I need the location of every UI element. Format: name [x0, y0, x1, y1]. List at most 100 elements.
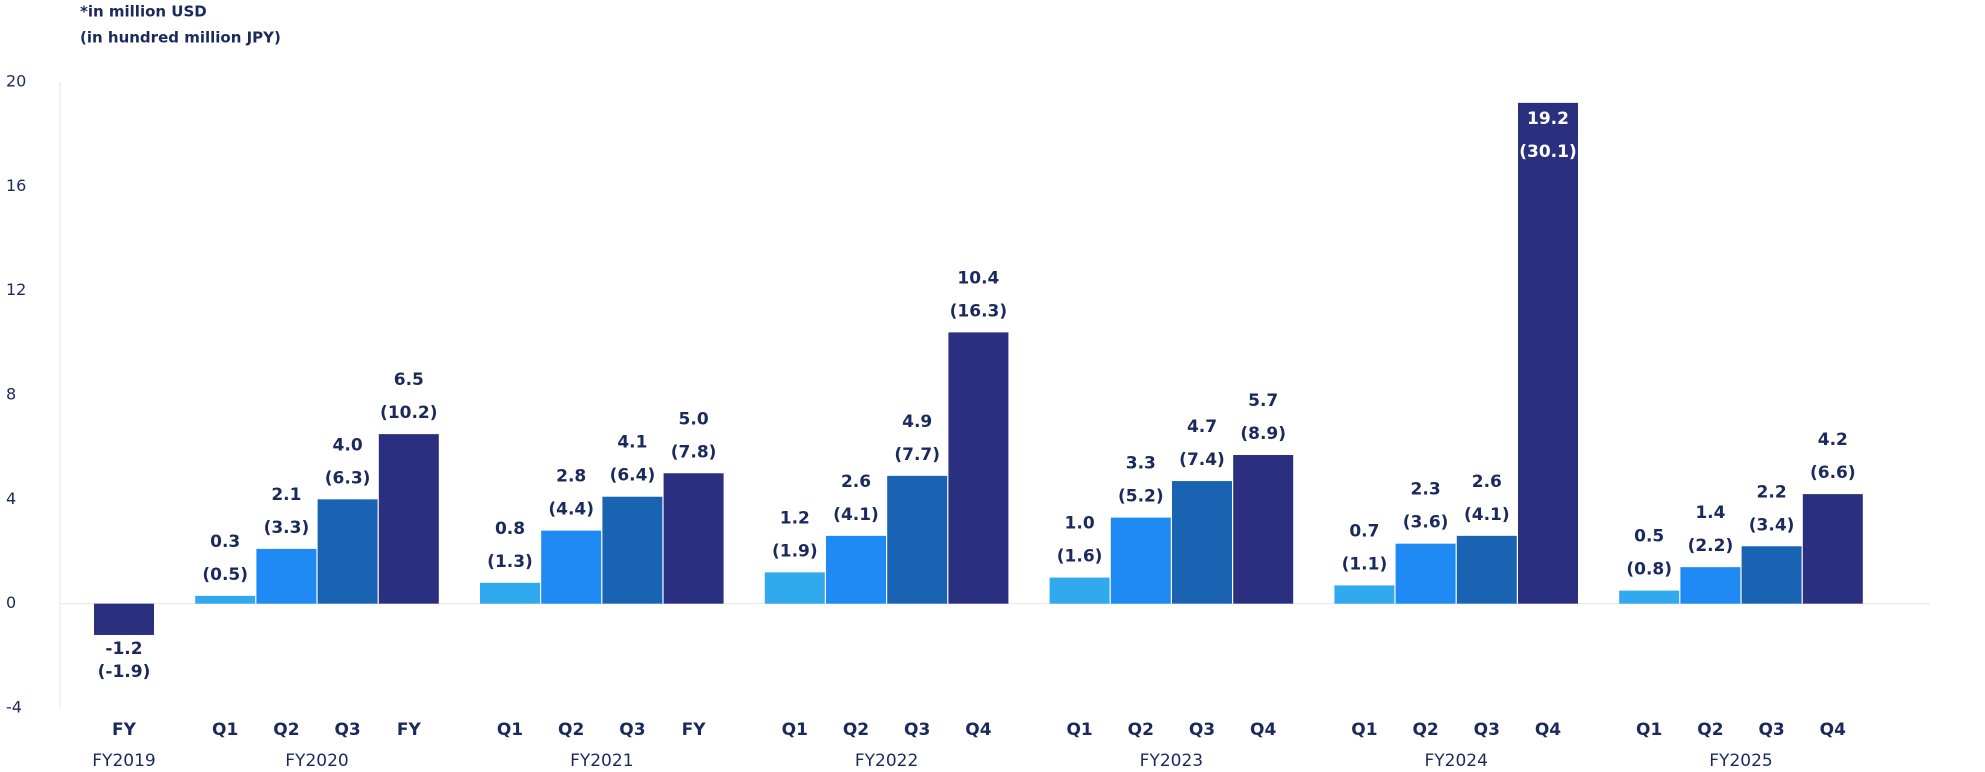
- group-label: FY2025: [1709, 751, 1772, 771]
- y-tick-label: 12: [6, 280, 26, 299]
- bar: [1172, 481, 1232, 604]
- value-label: 0.5: [1634, 527, 1664, 547]
- y-tick-label: 20: [6, 72, 26, 91]
- jpy-label: (1.6): [1057, 547, 1103, 567]
- jpy-label: (1.1): [1342, 554, 1388, 574]
- x-tick-label: Q2: [1128, 720, 1154, 740]
- y-tick-label: 0: [6, 593, 16, 612]
- jpy-label: (6.3): [325, 468, 371, 488]
- bar: [1395, 543, 1456, 604]
- value-label: 4.2: [1818, 430, 1848, 450]
- x-tick-label: FY: [397, 720, 422, 740]
- bar: [1334, 585, 1395, 604]
- value-label: 2.6: [1472, 472, 1502, 492]
- group-label: FY2019: [92, 751, 155, 771]
- jpy-label: (7.4): [1179, 450, 1225, 470]
- x-tick-label: Q4: [965, 720, 991, 740]
- value-label: 4.9: [902, 412, 932, 432]
- x-tick-label: Q2: [1697, 720, 1723, 740]
- value-label: 4.0: [333, 435, 363, 455]
- value-label: 1.2: [780, 508, 810, 528]
- bar: [602, 496, 663, 604]
- jpy-label: (-1.9): [98, 662, 151, 682]
- x-tick-label: Q2: [843, 720, 869, 740]
- value-label: 2.3: [1411, 480, 1441, 500]
- bar: [1233, 454, 1294, 604]
- x-tick-label: FY: [682, 720, 707, 740]
- value-label: 10.4: [957, 268, 999, 288]
- jpy-label: (4.1): [1464, 505, 1510, 525]
- x-tick-label: Q3: [1758, 720, 1784, 740]
- x-tick-label: Q3: [334, 720, 360, 740]
- group-label: FY2020: [285, 751, 348, 771]
- group-label: FY2024: [1424, 751, 1487, 771]
- value-label: 3.3: [1126, 454, 1156, 474]
- value-label: 4.7: [1187, 417, 1217, 437]
- unit-note: (in hundred million JPY): [80, 29, 281, 47]
- unit-note: *in million USD: [80, 3, 207, 21]
- bar: [195, 595, 256, 604]
- value-label: 2.6: [841, 472, 871, 492]
- x-tick-label: Q1: [1066, 720, 1092, 740]
- group-label: FY2022: [855, 751, 918, 771]
- x-tick-label: Q3: [619, 720, 645, 740]
- bar: [1741, 546, 1802, 604]
- x-tick-label: Q2: [1412, 720, 1438, 740]
- x-tick-label: Q1: [1636, 720, 1662, 740]
- bar: [663, 473, 724, 604]
- x-tick-label: Q2: [558, 720, 584, 740]
- jpy-label: (8.9): [1240, 424, 1286, 444]
- value-label: 2.2: [1757, 482, 1787, 502]
- x-tick-label: Q4: [1820, 720, 1846, 740]
- value-label: 6.5: [394, 370, 424, 390]
- x-tick-label: Q3: [1189, 720, 1215, 740]
- jpy-label: (4.1): [833, 505, 879, 525]
- x-tick-label: Q1: [212, 720, 238, 740]
- value-label: 4.1: [617, 433, 647, 453]
- value-label: 1.0: [1065, 514, 1095, 534]
- bar: [887, 475, 948, 604]
- value-label: 2.8: [556, 467, 586, 487]
- jpy-label: (16.3): [950, 301, 1007, 321]
- bar: [1802, 494, 1863, 604]
- jpy-label: (2.2): [1688, 536, 1734, 556]
- jpy-label: (7.8): [671, 442, 717, 462]
- bar: [1518, 102, 1578, 604]
- y-tick-label: 16: [6, 176, 26, 195]
- bar: [94, 603, 154, 635]
- x-tick-label: Q2: [273, 720, 299, 740]
- jpy-label: (3.6): [1403, 513, 1449, 533]
- value-label: 1.4: [1695, 503, 1725, 523]
- bar: [256, 548, 317, 604]
- x-tick-label: Q3: [1474, 720, 1500, 740]
- jpy-label: (6.6): [1810, 463, 1856, 483]
- bar: [1619, 590, 1680, 604]
- x-tick-label: Q1: [1351, 720, 1377, 740]
- bar: [1680, 567, 1741, 604]
- group-label: FY2021: [570, 751, 633, 771]
- value-label: 2.1: [271, 485, 301, 505]
- y-tick-label: -4: [6, 698, 22, 717]
- y-tick-label: 8: [6, 385, 16, 404]
- jpy-label: (3.4): [1749, 515, 1795, 535]
- value-label: 0.3: [210, 532, 240, 552]
- x-tick-label: FY: [112, 720, 137, 740]
- bar: [1110, 517, 1171, 604]
- jpy-label: (7.7): [894, 445, 940, 465]
- bar: [317, 499, 378, 604]
- bar: [1049, 577, 1110, 604]
- x-tick-label: Q4: [1250, 720, 1276, 740]
- x-tick-label: Q1: [782, 720, 808, 740]
- y-tick-label: 4: [6, 489, 16, 508]
- x-tick-label: Q4: [1535, 720, 1561, 740]
- jpy-label: (4.4): [548, 500, 594, 520]
- value-label: 19.2: [1527, 109, 1569, 129]
- jpy-label: (10.2): [380, 403, 437, 423]
- value-label: 0.8: [495, 519, 525, 539]
- x-tick-label: Q1: [497, 720, 523, 740]
- value-label: 5.0: [679, 409, 709, 429]
- jpy-label: (0.5): [202, 565, 248, 585]
- value-label: 0.7: [1349, 521, 1379, 541]
- bar: [378, 434, 439, 604]
